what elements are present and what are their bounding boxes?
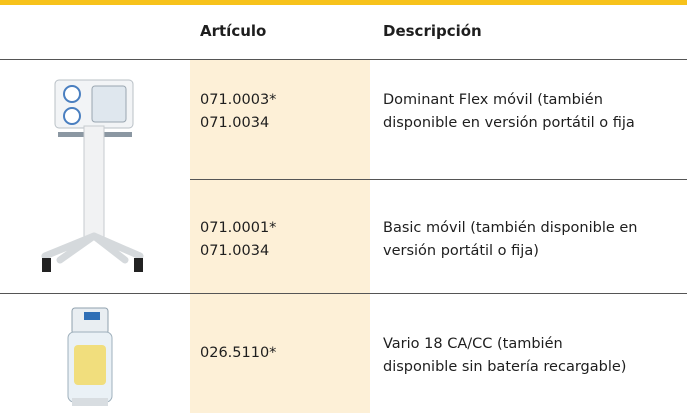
description: Vario 18 CA/CC (también disponible sin b… — [383, 333, 626, 379]
header-cell: Artículo — [200, 22, 267, 40]
device-vario — [67, 307, 113, 406]
top-bar — [0, 0, 687, 5]
code-line: 071.0034 — [200, 115, 270, 131]
code-line: 071.0003* — [200, 92, 277, 108]
code-line: 071.0001* — [200, 220, 277, 236]
code-line: 026.5110* — [200, 345, 277, 361]
description: Dominant Flex móvil (también disponible … — [383, 89, 635, 135]
article-code: 071.0001* 071.0034 — [200, 217, 276, 263]
description-line: versión portátil o fija) — [383, 243, 539, 259]
description: Basic móvil (también disponible en versi… — [383, 217, 638, 263]
product-images — [41, 79, 144, 406]
code-column-bg — [190, 60, 370, 413]
description-line: disponible sin batería recargable) — [383, 359, 627, 375]
device-dominant — [41, 79, 144, 272]
code-line: 071.0034 — [200, 243, 270, 259]
row-divider — [0, 59, 687, 60]
row-divider — [0, 293, 687, 294]
description-line: Vario 18 CA/CC (también — [383, 336, 563, 352]
description-line: Basic móvil (también disponible en — [383, 220, 638, 236]
row-divider — [190, 179, 687, 180]
article-code: 026.5110* — [200, 342, 276, 365]
header-cell: Descripción — [383, 22, 482, 40]
description-line: Dominant Flex móvil (también — [383, 92, 603, 108]
article-code: 071.0003* 071.0034 — [200, 89, 276, 135]
description-line: disponible en versión portátil o fija — [383, 115, 635, 131]
